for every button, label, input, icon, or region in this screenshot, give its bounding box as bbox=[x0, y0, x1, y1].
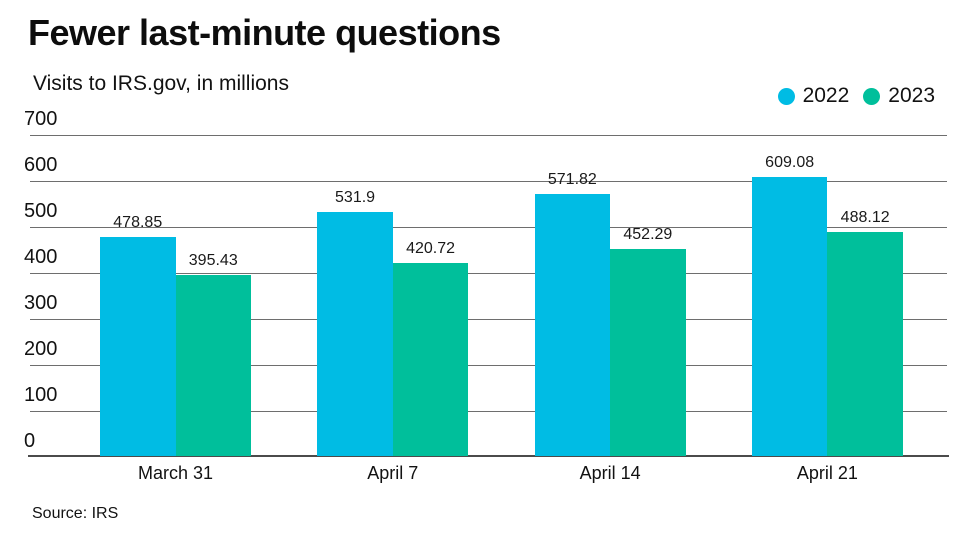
legend-item-2022: 2022 bbox=[777, 84, 850, 108]
bar-2022 bbox=[317, 212, 393, 456]
y-tick-label: 600 bbox=[24, 154, 58, 176]
gridline bbox=[30, 273, 947, 274]
bar-value-label: 571.82 bbox=[547, 170, 597, 188]
chart-title: Fewer last-minute questions bbox=[28, 12, 501, 53]
bar-value-label: 531.9 bbox=[335, 189, 376, 207]
gridline bbox=[30, 135, 947, 136]
gridline bbox=[30, 411, 947, 412]
x-axis-line bbox=[28, 455, 949, 457]
source-note: Source: IRS bbox=[32, 505, 119, 522]
legend-dot-2023-icon bbox=[863, 87, 881, 105]
y-tick-label: 0 bbox=[24, 430, 36, 452]
x-category-label: April 7 bbox=[367, 463, 419, 483]
bar-2022 bbox=[534, 193, 611, 456]
x-category-label: April 21 bbox=[796, 463, 858, 483]
y-tick-label: 300 bbox=[24, 292, 58, 314]
bar-2023 bbox=[610, 248, 686, 456]
y-tick-label: 100 bbox=[24, 384, 58, 406]
bar-value-label: 420.72 bbox=[406, 240, 456, 258]
bar-2022 bbox=[751, 176, 828, 456]
gridline bbox=[30, 319, 947, 320]
bar-2023 bbox=[827, 232, 903, 456]
bar-value-label: 488.12 bbox=[840, 209, 890, 227]
bar-value-label: 609.08 bbox=[765, 153, 815, 171]
chart-subtitle: Visits to IRS.gov, in millions bbox=[33, 72, 289, 95]
bar-2022 bbox=[100, 236, 176, 456]
bar-2023 bbox=[175, 275, 251, 456]
bar-value-label: 478.85 bbox=[113, 213, 163, 231]
legend-dot-2022-icon bbox=[777, 87, 795, 105]
x-category-label: March 31 bbox=[137, 463, 214, 483]
y-tick-label: 400 bbox=[24, 246, 58, 268]
gridline bbox=[30, 181, 947, 182]
bar-2023 bbox=[392, 263, 469, 456]
gridline bbox=[30, 365, 947, 366]
legend-label-2022: 2022 bbox=[802, 84, 850, 107]
y-tick-label: 700 bbox=[24, 108, 58, 130]
y-tick-label: 500 bbox=[24, 200, 58, 222]
bar-value-label: 452.29 bbox=[623, 225, 673, 243]
bar-value-label: 395.43 bbox=[188, 252, 238, 270]
y-tick-label: 200 bbox=[24, 338, 58, 360]
plot-area: 0 100 200 300 400 500 600 700 478.85 395.43 March … bbox=[24, 109, 949, 482]
legend: 2022 2023 bbox=[777, 84, 935, 108]
x-category-label: April 14 bbox=[579, 463, 641, 483]
gridline bbox=[30, 227, 947, 228]
legend-label-2023: 2023 bbox=[888, 84, 935, 107]
legend-item-2023: 2023 bbox=[863, 84, 935, 108]
